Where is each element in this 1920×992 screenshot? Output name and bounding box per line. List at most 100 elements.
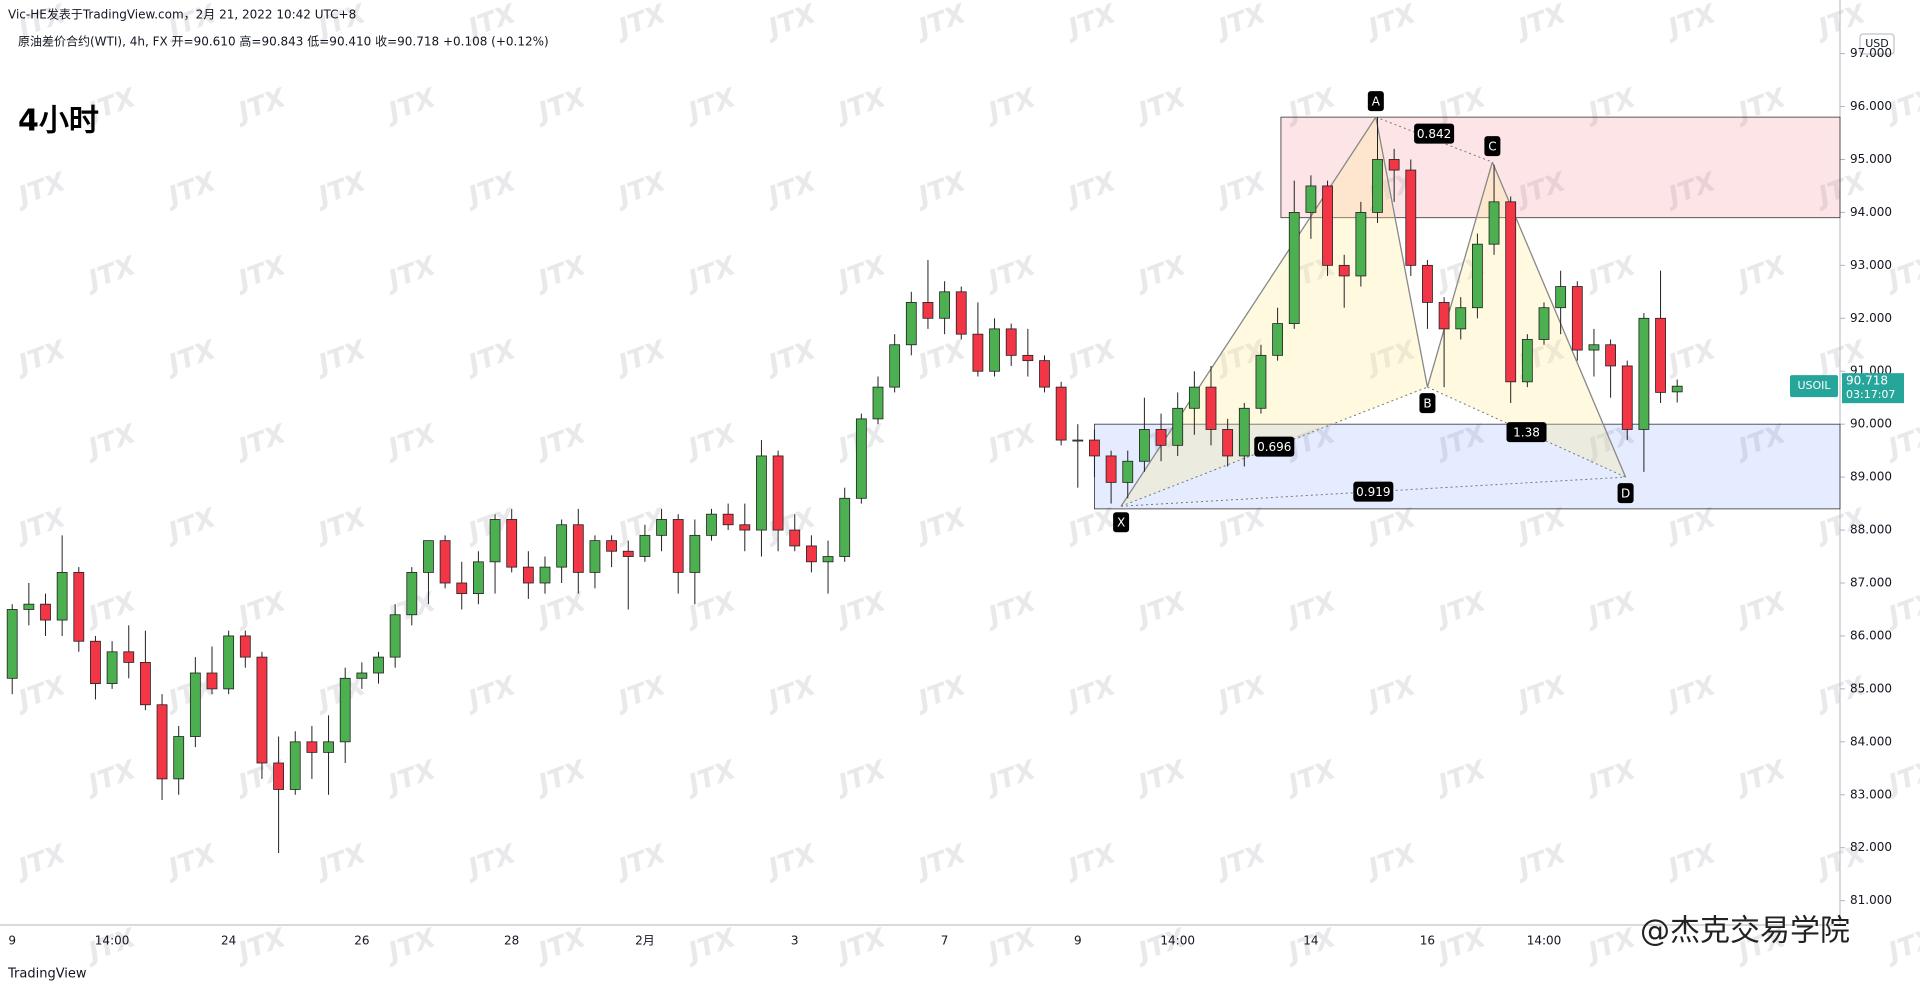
watermark: JTX [1360,503,1421,550]
watermark: JTX [310,335,371,382]
watermark: JTX [1730,587,1791,634]
pattern-fill [1121,117,1428,507]
candle-body [922,302,934,319]
watermark: JTX [1510,839,1571,886]
candle-body [756,455,767,531]
ratio-box [1353,481,1394,502]
watermark: JTX [980,83,1041,130]
watermark: JTX [1430,755,1491,802]
candle-body [1521,339,1533,383]
candle-body [806,545,817,563]
price-tag-label: 90.718 [1846,374,1888,388]
watermark: JTX [530,755,591,802]
candle-body [656,519,667,536]
ratio-line [1375,116,1493,163]
watermark: JTX [980,587,1041,634]
candle-body [639,534,651,557]
watermark: JTX [1580,251,1641,298]
watermark: JTX [160,167,221,214]
watermark: JTX [1060,335,1121,382]
y-tick-label: 81.000 [1850,893,1892,907]
x-tick-label: 16 [1420,934,1435,948]
watermark: JTX [680,251,741,298]
ratio-label: 0.919 [1356,485,1390,499]
watermark: JTX [1510,671,1571,718]
watermark: JTX [230,587,291,634]
watermark: JTX [1360,0,1421,45]
watermark: JTX [1580,587,1641,634]
candle-body [622,550,634,557]
watermark: JTX [1360,839,1421,886]
watermark: JTX [1210,839,1271,886]
candle-body [273,762,285,790]
y-tick-label: 87.000 [1850,576,1892,590]
candle-body [506,519,518,568]
y-tick-label: 89.000 [1850,470,1892,484]
y-tick-label: 83.000 [1850,787,1892,801]
candle-body [1039,360,1050,388]
x-tick-label: 14:00 [95,934,130,948]
candle-body [1238,407,1250,457]
candle-body [339,677,351,743]
candle-body [472,561,484,594]
watermark: JTX [680,923,741,970]
x-tick-label: 14:00 [1527,934,1562,948]
watermark: JTX [980,419,1041,466]
watermark: JTX [1880,923,1920,970]
symbol-tag-label: USOIL [1797,379,1831,392]
candle-body [1072,439,1084,442]
candle-body [389,614,401,658]
watermark: JTX [530,923,591,970]
watermark: JTX [830,251,891,298]
candle-body [356,672,368,679]
watermark: JTX [1060,671,1121,718]
candle-body [955,291,967,335]
candle-body [1089,439,1100,457]
timeframe: 4小时 [18,104,99,139]
watermark: JTX [380,83,441,130]
y-tick-label: 94.000 [1850,205,1892,219]
candle-body [189,672,201,737]
candle-body [40,603,51,621]
candle-body [173,736,185,780]
candle-body [572,524,584,573]
candle-body [1305,185,1317,213]
candle-body [1188,386,1200,409]
watermark: JTX [160,503,221,550]
watermark: JTX [910,503,971,550]
watermark: JTX [1660,503,1721,550]
watermark: JTX [230,251,291,298]
watermark: JTX [1130,251,1191,298]
byline: Vic-HE发表于TradingView.com，2月 21, 2022 10:… [8,7,356,22]
point-box [1367,91,1384,112]
watermark: JTX [160,839,221,886]
candle-body [1022,354,1034,362]
candle-body [889,344,901,388]
watermark: JTX [1280,755,1341,802]
candle-body [522,566,534,584]
watermark: JTX [610,167,671,214]
watermark: JTX [230,83,291,130]
candle-body [106,651,118,684]
watermark: JTX [1360,671,1421,718]
watermark: JTX [1580,923,1641,970]
candle-body [1422,264,1433,303]
ratio-box [1506,422,1547,443]
watermark: JTX [10,671,71,718]
candle-body [972,333,984,372]
watermark: JTX [460,335,521,382]
candle-body [1355,212,1367,277]
watermark: JTX [1430,923,1491,970]
watermark: JTX [160,335,221,382]
candle-body [1555,286,1567,309]
watermark: JTX [530,419,591,466]
watermark: JTX [830,83,891,130]
currency-box[interactable] [1859,33,1895,55]
candle-body [256,656,268,764]
watermark: JTX [230,419,291,466]
watermark: JTX [830,923,891,970]
candle-body [139,662,151,706]
watermark: JTX [610,335,671,382]
candle-body [423,540,434,573]
